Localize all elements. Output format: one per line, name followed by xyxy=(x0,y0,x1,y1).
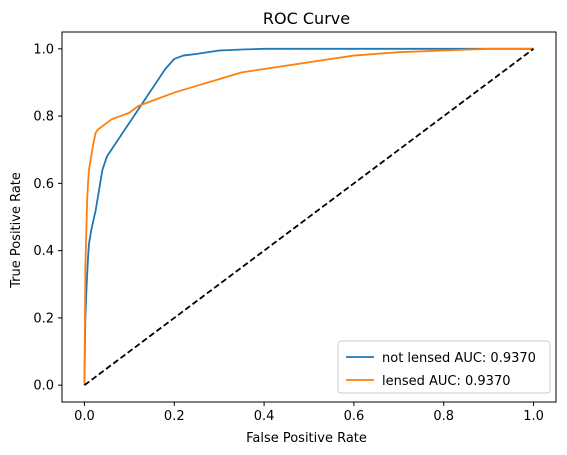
x-axis-label: False Positive Rate xyxy=(246,431,367,446)
legend: not lensed AUC: 0.9370 lensed AUC: 0.937… xyxy=(337,340,551,394)
y-tick-label: 1.0 xyxy=(33,42,54,57)
x-axis-ticks: 0.0 0.2 0.4 0.6 0.8 1.0 xyxy=(74,402,544,424)
y-tick-label: 0.6 xyxy=(33,177,54,192)
x-tick-label: 0.6 xyxy=(344,409,365,424)
plot-frame xyxy=(61,31,557,403)
legend-label-not-lensed: not lensed AUC: 0.9370 xyxy=(382,351,536,366)
y-tick-label: 0.8 xyxy=(33,110,54,125)
chart-title: ROC Curve xyxy=(263,9,350,28)
x-tick-label: 0.0 xyxy=(74,409,95,424)
x-tick-label: 0.8 xyxy=(433,409,454,424)
diagonal-reference-line xyxy=(83,48,535,386)
legend-box xyxy=(337,340,551,394)
y-tick-label: 0.2 xyxy=(33,311,54,326)
series-layer xyxy=(83,47,535,386)
x-tick-label: 0.4 xyxy=(254,409,275,424)
y-tick-label: 0.0 xyxy=(33,379,54,394)
series-line-0 xyxy=(83,47,534,386)
y-tick-label: 0.4 xyxy=(33,244,54,259)
series-line-1 xyxy=(83,47,534,386)
x-tick-label: 1.0 xyxy=(523,409,544,424)
x-tick-label: 0.2 xyxy=(164,409,185,424)
legend-label-lensed: lensed AUC: 0.9370 xyxy=(382,374,511,389)
y-axis-ticks: 0.0 0.2 0.4 0.6 0.8 1.0 xyxy=(33,42,62,394)
y-axis-label: True Positive Rate xyxy=(9,172,24,289)
plot-area: 0.0 0.2 0.4 0.6 0.8 1.0 0.0 0.2 0.4 0.6 0.8 1.0 xyxy=(33,31,557,424)
